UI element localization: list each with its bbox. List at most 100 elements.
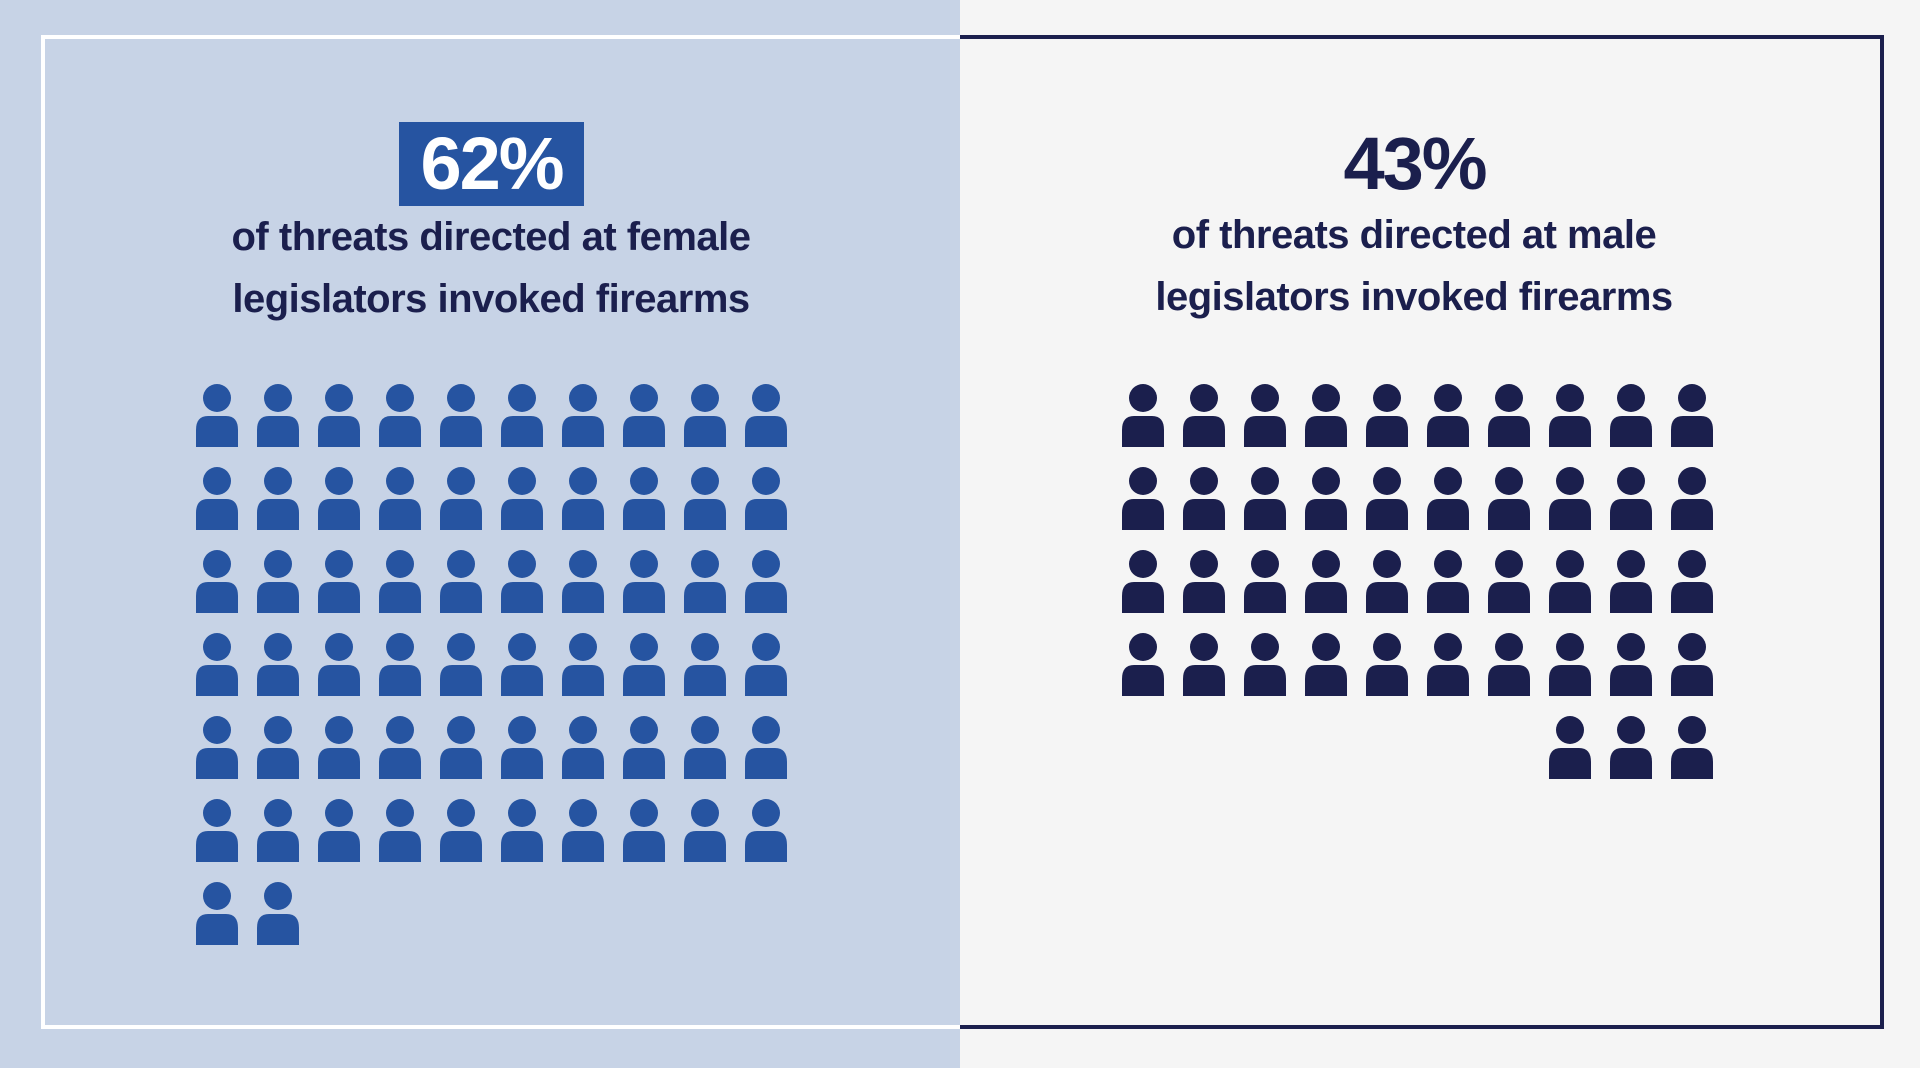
person-icon [440,799,482,862]
person-icon [1671,384,1713,447]
male-percent-label: 43% [1343,122,1487,205]
person-icon [745,716,787,779]
person-icon [745,633,787,696]
person-icon [379,716,421,779]
male-caption-line-1: of threats directed at male [1171,213,1657,257]
person-icon [379,550,421,613]
person-icon [1671,467,1713,530]
person-icon [1366,467,1408,530]
person-icon [1671,716,1713,779]
person-icon [684,384,726,447]
person-icon [1183,633,1225,696]
person-icon [1305,550,1347,613]
person-icon [196,716,238,779]
person-icon [1610,467,1652,530]
male-panel-frame [960,35,1884,1029]
person-icon [318,716,360,779]
person-icon [562,716,604,779]
person-icon [379,467,421,530]
person-icon [1366,384,1408,447]
person-icon [1488,467,1530,530]
person-icon [1549,633,1591,696]
person-icon [562,633,604,696]
person-icon [1610,384,1652,447]
person-icon [257,384,299,447]
male-caption: of threats directed at male legislators … [1114,204,1714,328]
person-icon [1244,467,1286,530]
person-icon [379,384,421,447]
person-icon [196,799,238,862]
person-icon [501,799,543,862]
person-icon [1122,550,1164,613]
person-icon [440,467,482,530]
person-icon [562,467,604,530]
male-panel-background [960,0,1920,1068]
person-icon [562,550,604,613]
person-icon [1488,384,1530,447]
person-icon [562,799,604,862]
person-icon [1427,384,1469,447]
person-icon [257,882,299,945]
person-icon [1549,384,1591,447]
person-icon [1671,633,1713,696]
male-caption-line-2: legislators invoked firearms [1155,275,1673,319]
person-icon [196,550,238,613]
person-icon [1122,384,1164,447]
female-percent-badge: 62% [399,122,584,206]
person-icon [1488,633,1530,696]
person-icon [623,716,665,779]
person-icon [1549,467,1591,530]
person-icon [257,716,299,779]
person-icon [684,550,726,613]
person-icon [1366,633,1408,696]
person-icon [1488,550,1530,613]
person-icon [1610,550,1652,613]
person-icon [379,799,421,862]
person-icon [1305,384,1347,447]
person-icon [196,384,238,447]
person-icon [1183,550,1225,613]
person-icon [1244,550,1286,613]
person-icon [1427,550,1469,613]
person-icon [1244,384,1286,447]
person-icon [440,550,482,613]
person-icon [501,716,543,779]
person-icon [1671,550,1713,613]
person-icon [1305,467,1347,530]
person-icon [196,633,238,696]
person-icon [1122,633,1164,696]
person-icon [501,633,543,696]
person-icon [318,799,360,862]
person-icon [318,633,360,696]
person-icon [440,384,482,447]
person-icon [1610,716,1652,779]
person-icon [1183,384,1225,447]
person-icon [745,384,787,447]
person-icon [257,467,299,530]
person-icon [623,633,665,696]
person-icon [1427,633,1469,696]
person-icon [440,633,482,696]
person-icon [196,882,238,945]
person-icon [1427,467,1469,530]
female-caption-line-1: of threats directed at female [231,215,752,259]
person-icon [623,384,665,447]
person-icon [623,467,665,530]
person-icon [501,384,543,447]
person-icon [1610,633,1652,696]
person-icon [318,467,360,530]
person-icon [684,716,726,779]
person-icon [1183,467,1225,530]
person-icon [1549,550,1591,613]
person-icon [684,467,726,530]
person-icon [745,467,787,530]
person-icon [196,467,238,530]
person-icon [623,550,665,613]
person-icon [1244,633,1286,696]
person-icon [318,550,360,613]
person-icon [1366,550,1408,613]
person-icon [1549,716,1591,779]
person-icon [623,799,665,862]
person-icon [501,550,543,613]
